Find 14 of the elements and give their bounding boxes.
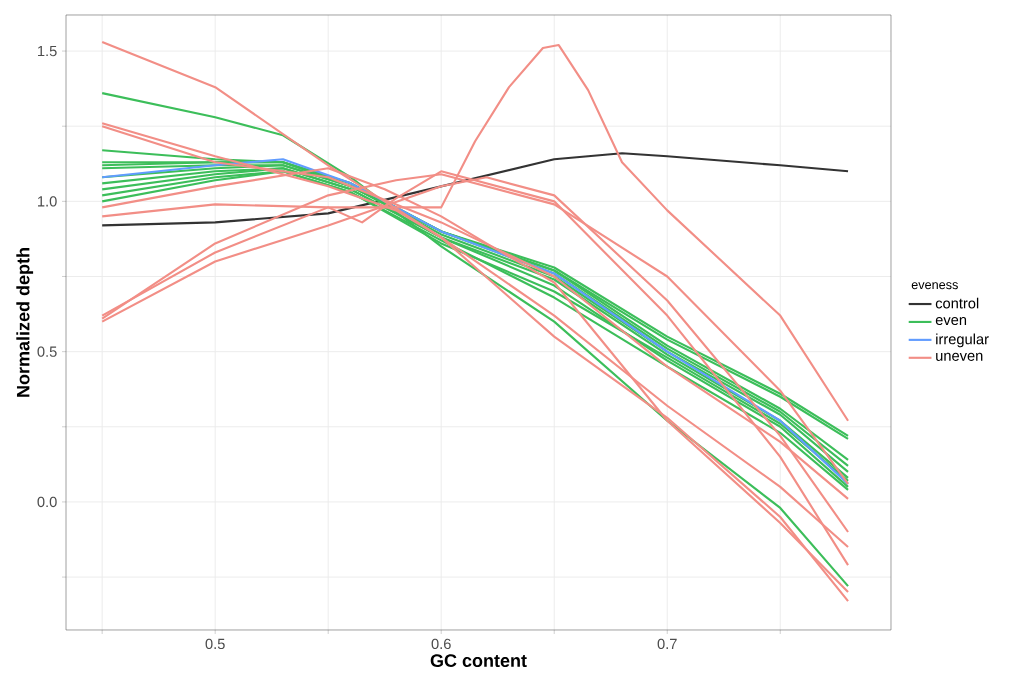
legend-label: control — [935, 297, 979, 309]
x-tick-label: 0.7 — [657, 638, 677, 650]
y-tick-label: 1.0 — [38, 196, 57, 207]
legend-label: uneven — [936, 352, 983, 361]
legend-label: irregular — [936, 333, 989, 348]
y-tick-label: 0.5 — [37, 346, 57, 357]
legend-label: even — [935, 317, 967, 326]
x-tick-label: 0.5 — [205, 638, 225, 650]
y-tick-label: 1.5 — [38, 45, 57, 57]
x-axis-title: GC content — [430, 654, 527, 667]
y-tick-label: 0.0 — [37, 496, 57, 508]
legend-title: eveness — [911, 282, 958, 290]
x-tick-label: 0.6 — [431, 638, 451, 650]
y-axis-title: Normalized depth — [16, 248, 34, 397]
